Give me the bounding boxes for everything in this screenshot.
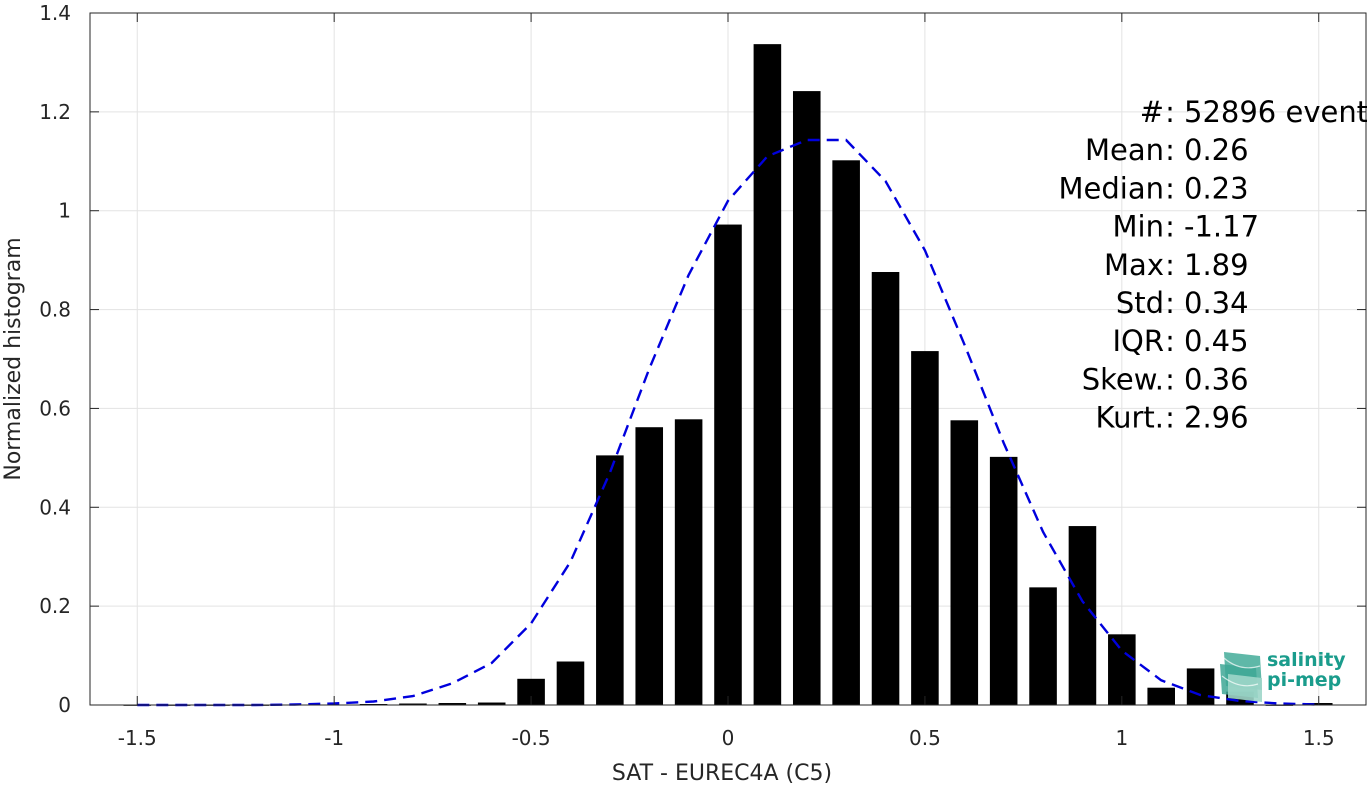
stat-colon: : xyxy=(1165,95,1175,129)
y-tick-label: 0.2 xyxy=(39,594,71,618)
stat-value: -1.17 xyxy=(1184,210,1259,244)
stat-value: 0.45 xyxy=(1184,324,1249,358)
histogram-bar xyxy=(596,455,624,705)
y-tick-label: 1.4 xyxy=(39,1,71,25)
stat-label: # xyxy=(1140,95,1164,129)
stat-colon: : xyxy=(1165,248,1175,282)
histogram-bar xyxy=(714,224,742,705)
stat-annotation: Min: -1.17 xyxy=(1113,210,1260,244)
stat-value: 0.36 xyxy=(1184,362,1249,396)
histogram-bar xyxy=(556,661,585,705)
histogram-bar xyxy=(1108,634,1136,705)
histogram-bar xyxy=(1068,526,1097,705)
stat-label: Std xyxy=(1116,286,1164,320)
histogram-bar xyxy=(438,703,467,705)
stat-annotation: Mean:0.26 xyxy=(1085,133,1249,167)
x-tick-label: 1.5 xyxy=(1303,726,1335,750)
histogram-bar xyxy=(911,351,939,705)
logo-text-line1: salinity xyxy=(1267,649,1346,671)
stat-annotation: Max:1.89 xyxy=(1104,248,1249,282)
x-tick-label: 0 xyxy=(722,726,735,750)
y-tick-label: 0.6 xyxy=(39,396,71,420)
x-tick-label: 0.5 xyxy=(909,726,941,750)
x-tick-label: -0.5 xyxy=(512,726,551,750)
x-tick-label: -1.5 xyxy=(118,726,157,750)
stat-label: IQR xyxy=(1112,324,1164,358)
stat-colon: : xyxy=(1165,210,1175,244)
stat-value: 0.23 xyxy=(1184,171,1249,205)
y-tick-label: 0 xyxy=(58,693,71,717)
axis-ticks xyxy=(90,12,1366,706)
logo-text-line2: pi-mep xyxy=(1267,669,1341,691)
stat-value: 2.96 xyxy=(1184,401,1249,435)
histogram-bar xyxy=(1186,668,1215,705)
stat-value: 1.89 xyxy=(1184,248,1249,282)
stat-colon: : xyxy=(1165,324,1175,358)
histogram-bar xyxy=(399,703,427,705)
stat-colon: : xyxy=(1165,401,1175,435)
stat-annotation: Skew.:0.36 xyxy=(1082,362,1249,396)
histogram-bar xyxy=(477,702,506,705)
stat-annotation: IQR:0.45 xyxy=(1112,324,1248,358)
histogram-bar xyxy=(832,160,860,706)
x-tick-labels: -1.5 -1 -0.5 0 0.5 1 1.5 xyxy=(118,726,1335,750)
x-axis-label: SAT - EUREC4A (C5) xyxy=(612,761,832,785)
y-tick-labels: 0 0.2 0.4 0.6 0.8 1 1.2 1.4 xyxy=(39,1,71,717)
stat-label: Min xyxy=(1113,210,1164,244)
stat-colon: : xyxy=(1165,133,1175,167)
y-tick-label: 0.8 xyxy=(39,298,71,322)
histogram-bar xyxy=(753,44,782,705)
histogram-bar xyxy=(989,456,1018,705)
stat-label: Max xyxy=(1104,248,1164,282)
stat-value: 0.26 xyxy=(1184,133,1249,167)
histogram-bars xyxy=(123,44,1333,706)
histogram-bar xyxy=(871,272,900,705)
stat-label: Kurt. xyxy=(1096,401,1164,435)
x-tick-label: 1 xyxy=(1115,726,1128,750)
histogram-bar xyxy=(1029,587,1057,705)
stat-value: 0.34 xyxy=(1184,286,1249,320)
stat-label: Median xyxy=(1059,171,1164,205)
histogram-bar xyxy=(635,427,664,705)
stat-colon: : xyxy=(1165,171,1175,205)
stat-label: Skew. xyxy=(1082,362,1164,396)
stat-colon: : xyxy=(1165,286,1175,320)
histogram-bar xyxy=(1147,687,1175,705)
logo-mark xyxy=(1220,652,1262,702)
x-tick-label: -1 xyxy=(324,726,344,750)
histogram-bar xyxy=(674,419,703,705)
stat-colon: : xyxy=(1165,362,1175,396)
stat-label: Mean xyxy=(1085,133,1164,167)
histogram-bar xyxy=(950,420,979,705)
y-axis-label: Normalized histogram xyxy=(1,237,26,480)
y-tick-label: 1.2 xyxy=(39,100,71,124)
salinity-pi-mep-logo: salinity pi-mep xyxy=(1220,649,1346,702)
stat-annotation: Kurt.:2.96 xyxy=(1096,401,1249,435)
y-tick-label: 1 xyxy=(58,199,71,223)
stat-value: 52896 events xyxy=(1184,95,1367,129)
stat-annotation: Median:0.23 xyxy=(1059,171,1249,205)
y-tick-label: 0.4 xyxy=(39,495,71,519)
stat-annotation: #:52896 events xyxy=(1140,95,1367,129)
stat-annotation: Std:0.34 xyxy=(1116,286,1249,320)
histogram-bar xyxy=(792,91,821,705)
